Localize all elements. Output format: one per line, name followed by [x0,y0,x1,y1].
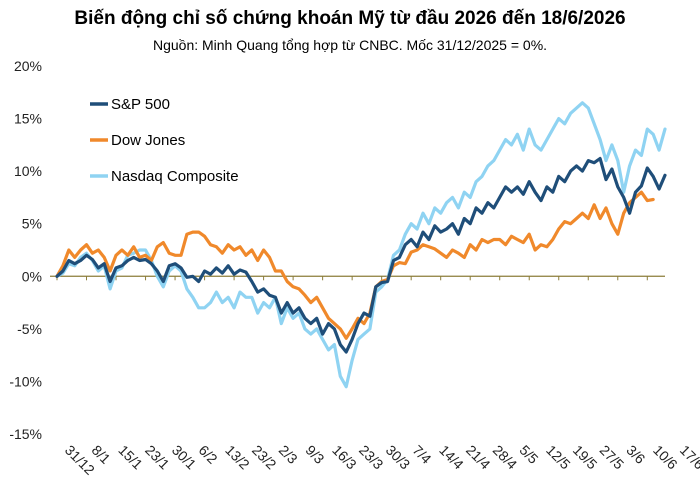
x-tick-label: 30/1 [169,442,200,473]
legend-label: S&P 500 [111,96,170,113]
x-tick-label: 16/3 [329,442,360,473]
chart-title: Biến động chỉ số chứng khoán Mỹ từ đầu 2… [74,8,626,29]
y-tick-label: -5% [17,321,42,337]
y-tick-label: 15% [14,111,42,127]
legend-label: Nasdaq Composite [111,168,239,185]
y-tick-label: 0% [22,268,42,284]
x-tick-label: 13/2 [222,442,253,473]
x-tick-label: 30/3 [383,442,414,473]
y-tick-label: -10% [9,373,42,389]
nasdaq-line [55,101,667,389]
x-tick-label: 2/3 [276,442,301,467]
x-tick-label: 9/3 [303,442,328,467]
y-tick-label: 20% [14,58,42,74]
x-tick-label: 12/5 [543,442,574,473]
x-tick-label: 6/2 [196,442,221,467]
x-tick-label: 14/4 [436,442,467,473]
y-tick-label: 5% [22,216,42,232]
legend-box [80,84,270,202]
x-tick-label: 21/4 [463,442,494,473]
x-tick-label: 10/6 [650,442,681,473]
chart-subtitle: Nguồn: Minh Quang tổng hợp từ CNBC. Mốc … [152,37,548,53]
dow-jones-line [55,190,655,340]
x-tick-label: 7/4 [409,442,434,467]
x-tick-label: 23/2 [249,442,280,473]
legend-label: Dow Jones [111,132,185,149]
x-tick-label: 27/5 [597,442,628,473]
sp500-line [55,156,667,354]
x-tick-label: 15/1 [115,442,146,473]
x-tick-label: 23/3 [356,442,387,473]
y-tick-label: -15% [9,426,42,442]
y-tick-label: 10% [14,163,42,179]
x-tick-label: 31/12 [62,442,98,478]
x-tick-label: 28/4 [490,442,521,473]
x-tick-label: 17/6 [677,442,700,473]
x-tick-label: 19/5 [570,442,601,473]
x-tick-label: 3/6 [623,442,648,467]
x-tick-label: 23/1 [142,442,173,473]
x-tick-label: 5/5 [516,442,541,467]
